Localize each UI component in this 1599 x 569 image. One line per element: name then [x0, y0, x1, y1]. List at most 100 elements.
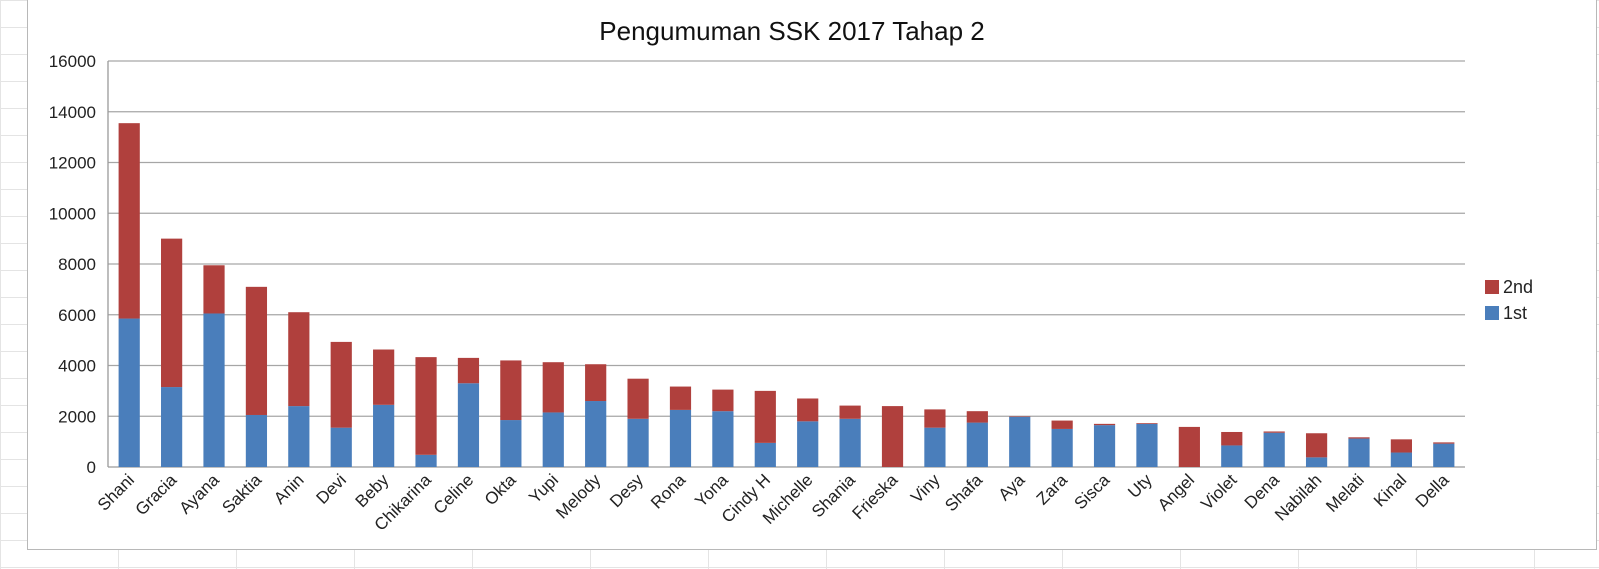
bar-2nd-angel: [1178, 426, 1200, 467]
bar-2nd-rona: [669, 386, 692, 410]
y-tick-label: 6000: [58, 306, 96, 325]
bar-1st-cindy-h: [754, 442, 776, 467]
bar-2nd-uty: [1136, 423, 1158, 424]
bar-2nd-cindy-h: [754, 390, 776, 443]
x-tick-label: Kinal: [1370, 470, 1410, 510]
x-tick-label: Melody: [552, 470, 605, 523]
x-tick-label: Celine: [430, 470, 478, 518]
bar-1st-beby: [373, 404, 395, 467]
x-tick-label: Okta: [481, 470, 520, 509]
bar-2nd-saktia: [245, 286, 268, 415]
bar-1st-shafa: [966, 422, 988, 467]
y-tick-label: 12000: [49, 154, 96, 173]
bar-1st-michelle: [797, 421, 819, 467]
bar-2nd-gracia: [161, 238, 183, 388]
bar-1st-shania: [839, 418, 861, 467]
bar-1st-melati: [1348, 438, 1370, 467]
bar-1st-zara: [1051, 428, 1073, 467]
x-tick-label: Angel: [1154, 470, 1198, 514]
bar-2nd-nabilah: [1305, 433, 1328, 458]
x-tick-label: Nabilah: [1271, 470, 1325, 524]
bar-1st-chikarina: [415, 454, 437, 467]
x-tick-label: Aya: [995, 470, 1029, 504]
bar-1st-sisca: [1093, 425, 1116, 467]
bars: [118, 123, 1455, 467]
bar-2nd-ayana: [203, 265, 225, 314]
bar-1st-aya: [1009, 416, 1031, 467]
x-tick-label: Ayana: [176, 470, 224, 518]
bar-2nd-shafa: [966, 411, 988, 423]
bar-1st-uty: [1136, 423, 1158, 467]
x-tick-label: Sisca: [1071, 470, 1114, 513]
x-tick-label: Violet: [1197, 470, 1240, 513]
bar-2nd-michelle: [797, 398, 819, 422]
bar-1st-violet: [1221, 445, 1243, 467]
x-tick-label: Melati: [1322, 470, 1368, 516]
bar-2nd-sisca: [1093, 423, 1116, 426]
x-tick-label: Shafa: [941, 470, 986, 515]
x-tick-label: Devi: [313, 470, 350, 507]
bar-2nd-melati: [1348, 437, 1370, 439]
bar-1st-desy: [627, 418, 649, 467]
bar-2nd-okta: [500, 360, 522, 421]
y-tick-label: 10000: [49, 204, 96, 223]
x-tick-label: Uty: [1124, 470, 1156, 502]
bar-2nd-kinal: [1390, 439, 1412, 453]
bar-2nd-zara: [1051, 420, 1073, 429]
bar-2nd-dena: [1263, 431, 1285, 433]
bar-2nd-devi: [330, 341, 352, 428]
bar-1st-rona: [669, 409, 692, 467]
bar-1st-saktia: [245, 414, 268, 467]
y-tick-label: 16000: [49, 52, 96, 71]
x-tick-label: Saktia: [218, 470, 265, 517]
legend-swatch-1st: [1485, 306, 1499, 320]
y-tick-label: 0: [87, 458, 96, 477]
x-tick-label: Desy: [606, 470, 647, 511]
bar-1st-gracia: [161, 387, 183, 467]
bar-1st-shani: [118, 318, 140, 467]
bar-1st-ayana: [203, 313, 225, 467]
y-tick-label: 8000: [58, 255, 96, 274]
bar-2nd-yupi: [542, 362, 564, 413]
bar-1st-yupi: [542, 412, 564, 467]
bar-2nd-violet: [1221, 431, 1243, 446]
bar-2nd-beby: [373, 349, 395, 405]
bar-1st-devi: [330, 427, 352, 467]
bar-1st-nabilah: [1305, 457, 1328, 467]
y-tick-label: 14000: [49, 103, 96, 122]
x-tick-label: Zara: [1033, 470, 1072, 509]
x-tick-label: Rona: [647, 470, 690, 513]
bar-2nd-shani: [118, 123, 140, 319]
bar-2nd-viny: [924, 409, 946, 428]
x-tick-label: Shani: [94, 470, 138, 514]
bar-2nd-aya: [1009, 416, 1031, 417]
chart-title: Pengumuman SSK 2017 Tahap 2: [599, 16, 984, 46]
bar-2nd-frieska: [881, 406, 904, 467]
bar-2nd-desy: [627, 378, 649, 419]
bar-2nd-chikarina: [415, 357, 437, 455]
bar-1st-melody: [585, 401, 607, 467]
y-tick-label: 4000: [58, 357, 96, 376]
bar-1st-okta: [500, 420, 522, 467]
bar-1st-della: [1433, 443, 1455, 467]
bar-2nd-shania: [839, 405, 861, 419]
bar-2nd-della: [1433, 442, 1455, 444]
x-tick-label: Della: [1412, 470, 1453, 511]
x-tick-label: Anin: [270, 470, 307, 507]
bar-1st-viny: [924, 427, 946, 467]
bar-1st-dena: [1263, 432, 1285, 467]
x-tick-label: Frieska: [848, 470, 901, 523]
x-tick-label: Viny: [907, 470, 944, 507]
bar-1st-anin: [288, 406, 310, 467]
bar-2nd-yona: [712, 389, 734, 412]
gridlines: [107, 60, 1465, 468]
bar-2nd-anin: [288, 312, 310, 407]
bar-2nd-celine: [457, 357, 480, 384]
bar-1st-celine: [457, 383, 480, 467]
bar-1st-kinal: [1390, 452, 1412, 467]
bar-2nd-melody: [585, 364, 607, 402]
y-axis-ticks: 0 2000 4000 6000 8000 10000 12000 14000 16000: [49, 52, 96, 477]
